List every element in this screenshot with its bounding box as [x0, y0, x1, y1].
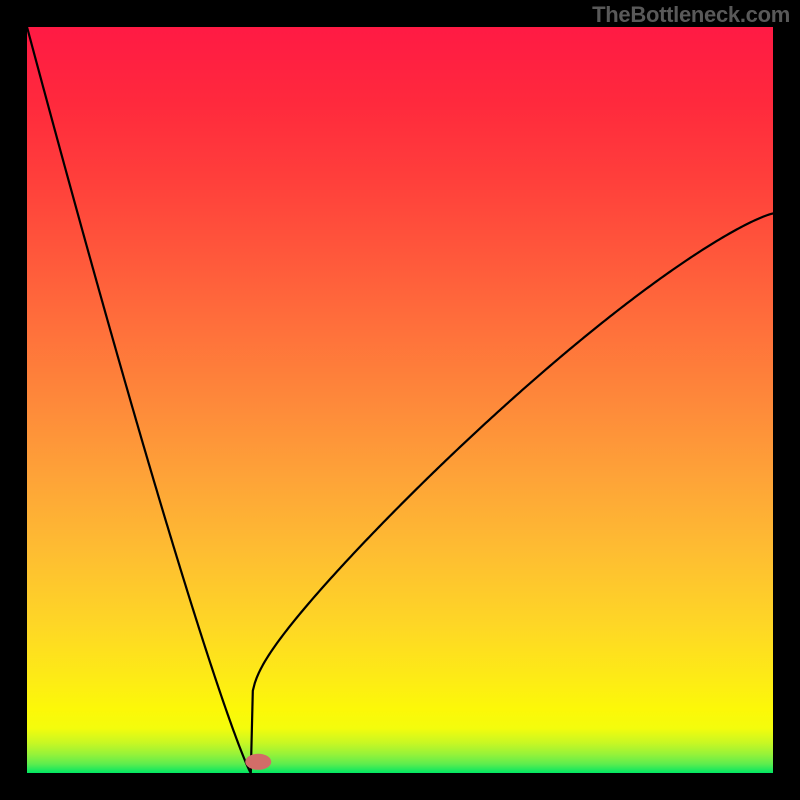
watermark-text: TheBottleneck.com: [592, 2, 790, 28]
chart-svg: [27, 27, 773, 773]
optimal-point-marker: [245, 754, 271, 770]
chart-frame: TheBottleneck.com: [0, 0, 800, 800]
plot-area: [27, 27, 773, 773]
chart-background: [27, 27, 773, 773]
